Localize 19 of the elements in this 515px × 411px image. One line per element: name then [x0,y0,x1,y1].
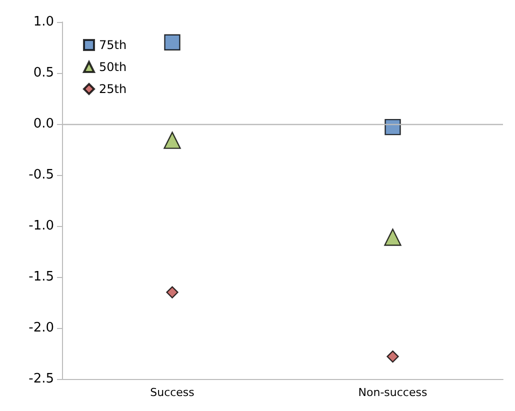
y-tick-label: -1.5 [28,270,54,284]
y-tick-label: -1.0 [28,218,54,234]
legend-label: 75th [99,38,127,52]
x-tick-label: Success [150,386,195,399]
y-tick-label: -0.5 [28,168,54,182]
y-tick-label: 0.0 [33,116,54,132]
x-tick-label: Non-success [358,386,428,399]
legend-label: 25th [99,82,127,96]
point [384,118,401,136]
point [384,228,402,246]
y-tick-label: 0.5 [33,66,54,80]
point [386,350,399,363]
y-tick-label: -2.5 [28,372,54,386]
point [164,132,181,149]
y-tick-label: 1.0 [33,14,54,30]
y-tick-label: -2.0 [28,320,54,336]
point [166,286,178,298]
point [164,34,180,50]
legend-label: 50th [99,60,127,74]
